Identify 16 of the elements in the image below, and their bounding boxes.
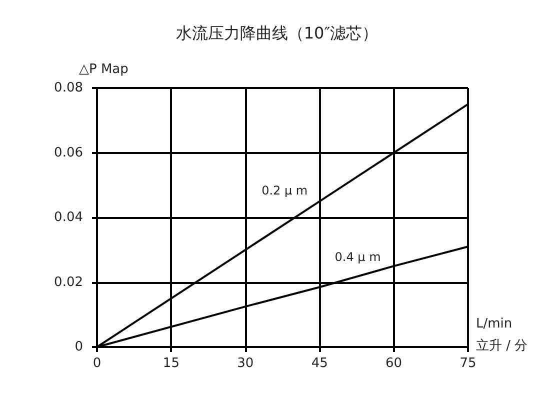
x-tick-label: 60 bbox=[386, 356, 402, 371]
x-tick-label: 30 bbox=[237, 356, 254, 371]
y-tick-label: 0.06 bbox=[54, 145, 83, 160]
chart-title: 水流压力降曲线（10″滤芯） bbox=[176, 24, 378, 42]
x-tick-label: 45 bbox=[311, 356, 328, 371]
y-axis-title: △P Map bbox=[79, 62, 128, 77]
y-tick-label: 0 bbox=[74, 340, 83, 354]
series-label: 0.4 μ m bbox=[334, 250, 381, 264]
x-tick-label: 75 bbox=[460, 356, 476, 371]
x-tick-label: 15 bbox=[162, 356, 180, 371]
x-axis-title: L/min 立升 / 分 bbox=[476, 316, 528, 354]
y-tick-label: 0.04 bbox=[54, 210, 83, 225]
y-tick-label: 0.02 bbox=[54, 274, 83, 290]
y-tick-label: 0.08 bbox=[54, 80, 83, 96]
series-label: 0.2 μ m bbox=[262, 183, 308, 198]
x-tick-label: 0 bbox=[92, 356, 102, 371]
